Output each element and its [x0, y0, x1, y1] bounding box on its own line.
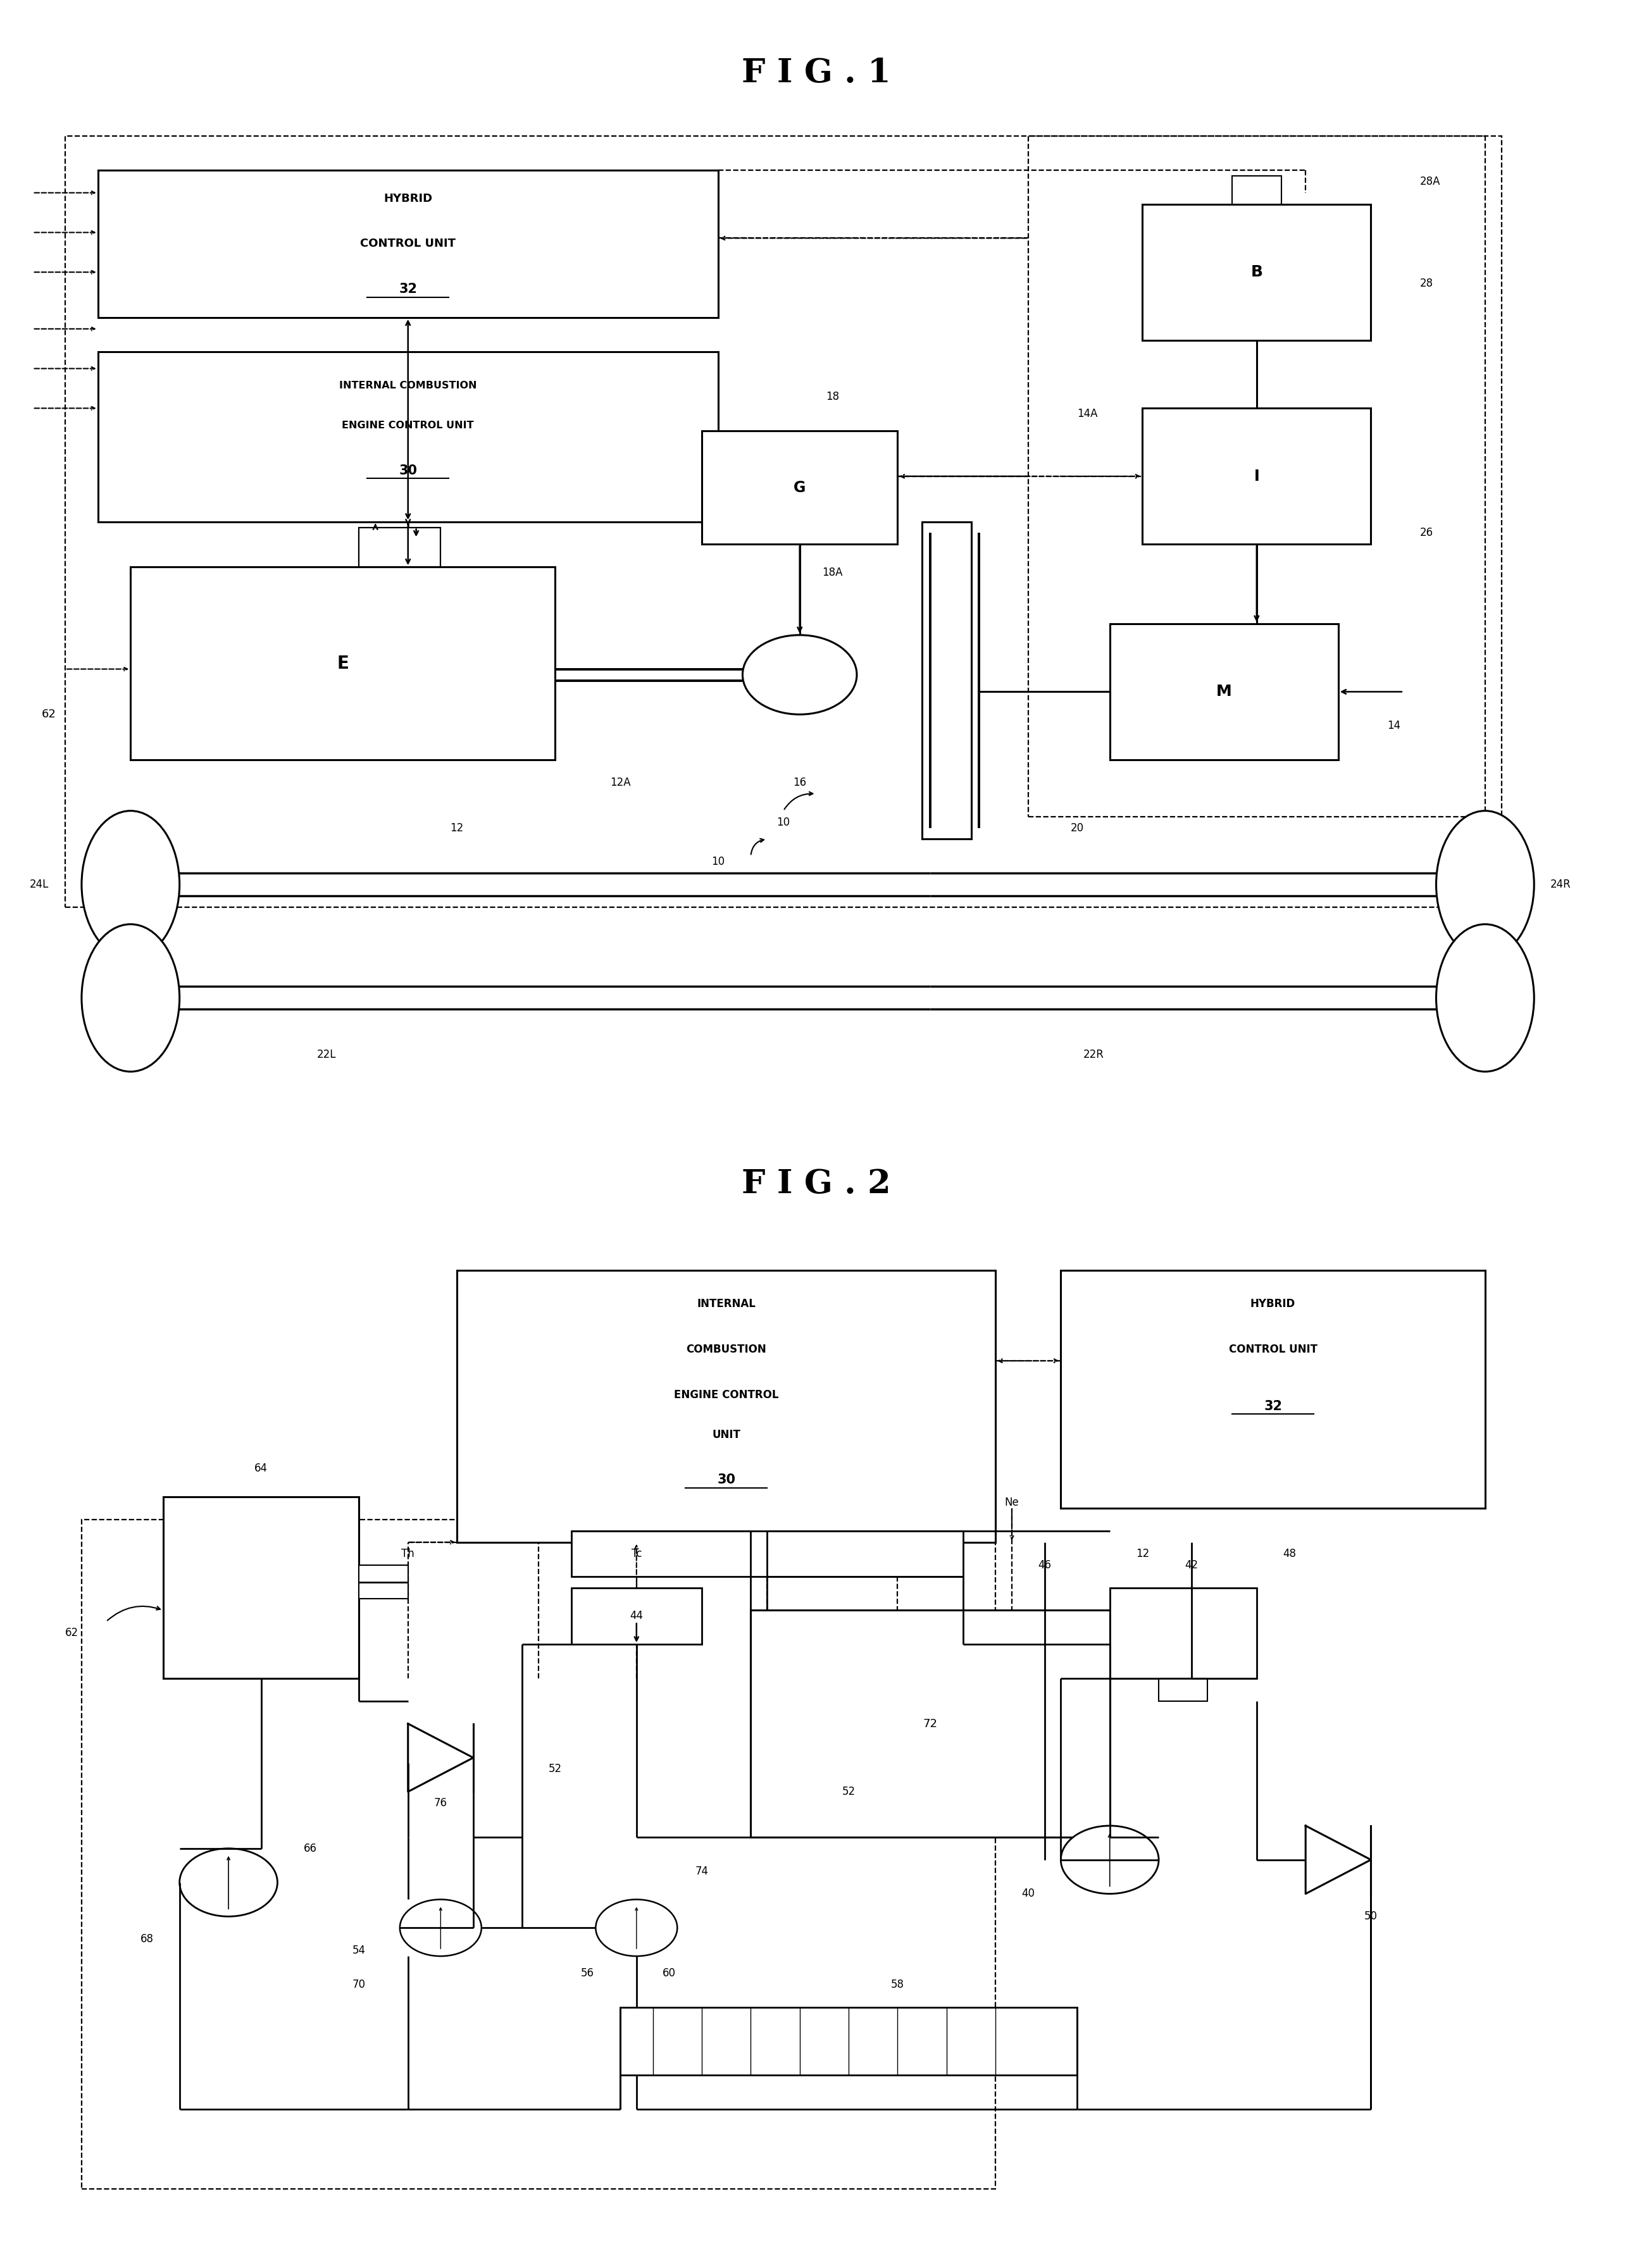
Text: 30: 30	[398, 465, 418, 476]
Bar	[571, 1531, 963, 1576]
Text: 42: 42	[1185, 1558, 1198, 1572]
Circle shape	[1061, 1826, 1159, 1894]
Text: ENGINE CONTROL UNIT: ENGINE CONTROL UNIT	[343, 420, 473, 431]
Text: HYBRID: HYBRID	[384, 193, 432, 204]
Text: 74: 74	[695, 1864, 708, 1878]
Text: 50: 50	[1364, 1910, 1377, 1923]
Circle shape	[596, 1901, 677, 1955]
Text: 48: 48	[1283, 1547, 1296, 1560]
Text: INTERNAL COMBUSTION: INTERNAL COMBUSTION	[339, 381, 477, 390]
Bar	[1142, 204, 1371, 340]
Text: 10: 10	[777, 816, 790, 828]
Bar	[1110, 624, 1338, 760]
Text: 18: 18	[826, 390, 839, 404]
Text: 66: 66	[304, 1842, 317, 1855]
Text: HYBRID: HYBRID	[1250, 1297, 1296, 1311]
Text: ENGINE CONTROL: ENGINE CONTROL	[674, 1388, 778, 1402]
Text: 22L: 22L	[317, 1048, 336, 1061]
Text: 40: 40	[1022, 1887, 1035, 1901]
Text: 14: 14	[1387, 719, 1400, 733]
Text: 10: 10	[712, 855, 725, 869]
Text: 76: 76	[434, 1796, 447, 1810]
Text: 28: 28	[1420, 277, 1433, 290]
Text: 62: 62	[65, 1626, 78, 1640]
Text: 44: 44	[630, 1610, 643, 1622]
Bar	[1110, 1588, 1257, 1678]
Bar	[65, 136, 1501, 907]
Bar	[98, 352, 718, 522]
Text: F I G . 1: F I G . 1	[741, 57, 891, 88]
Text: UNIT: UNIT	[712, 1429, 741, 1440]
Ellipse shape	[1436, 925, 1534, 1073]
Text: 28A: 28A	[1420, 175, 1441, 188]
Text: 70: 70	[353, 1978, 366, 1991]
Bar	[131, 567, 555, 760]
Text: B: B	[1250, 265, 1263, 279]
Bar	[1232, 175, 1281, 204]
Circle shape	[180, 1848, 277, 1916]
Text: 60: 60	[663, 1966, 676, 1980]
Circle shape	[400, 1901, 481, 1955]
Bar	[1142, 408, 1371, 544]
Bar	[751, 1610, 1110, 1837]
Text: 12: 12	[1136, 1547, 1149, 1560]
Text: 12: 12	[450, 821, 463, 835]
Circle shape	[743, 635, 857, 714]
Bar	[163, 1497, 359, 1678]
Text: 14A: 14A	[1077, 408, 1098, 420]
Text: 32: 32	[1263, 1399, 1283, 1413]
Text: 22R: 22R	[1084, 1048, 1103, 1061]
Bar	[359, 526, 441, 567]
Bar	[620, 2007, 1077, 2075]
Ellipse shape	[1436, 812, 1534, 959]
Text: 16: 16	[793, 776, 806, 789]
Text: 52: 52	[842, 1785, 855, 1799]
Text: 62: 62	[42, 708, 55, 721]
Bar	[457, 1270, 996, 1542]
Text: 30: 30	[716, 1474, 736, 1486]
Bar	[359, 1565, 408, 1599]
Text: 26: 26	[1420, 526, 1433, 540]
Text: CONTROL UNIT: CONTROL UNIT	[1229, 1343, 1317, 1356]
Text: 12A: 12A	[610, 776, 630, 789]
Bar	[82, 1520, 996, 2189]
Text: COMBUSTION: COMBUSTION	[685, 1343, 767, 1356]
Text: Ne: Ne	[1005, 1497, 1018, 1508]
Text: 72: 72	[924, 1717, 937, 1730]
Bar	[571, 1588, 702, 1644]
Text: 32: 32	[398, 284, 418, 295]
Text: 58: 58	[891, 1978, 904, 1991]
Text: INTERNAL: INTERNAL	[697, 1297, 756, 1311]
Text: 18A: 18A	[823, 567, 842, 578]
Bar	[922, 522, 971, 839]
Text: 52: 52	[548, 1762, 561, 1776]
Text: 20: 20	[1071, 821, 1084, 835]
Text: Th: Th	[401, 1547, 415, 1560]
Bar	[98, 170, 718, 318]
Text: G: G	[793, 481, 806, 494]
Bar	[702, 431, 898, 544]
Text: F I G . 2: F I G . 2	[741, 1168, 891, 1200]
Text: 68: 68	[140, 1932, 153, 1946]
Text: 64: 64	[255, 1463, 268, 1474]
Text: Tc: Tc	[632, 1547, 641, 1560]
Text: E: E	[336, 655, 349, 671]
Bar	[1061, 1270, 1485, 1508]
Text: 24L: 24L	[29, 878, 49, 891]
Bar	[1159, 1678, 1208, 1701]
Text: 24R: 24R	[1550, 878, 1572, 891]
Ellipse shape	[82, 812, 180, 959]
Bar	[1028, 136, 1485, 816]
Text: 46: 46	[1038, 1558, 1051, 1572]
Text: 54: 54	[353, 1944, 366, 1957]
Text: I: I	[1253, 469, 1260, 483]
Ellipse shape	[82, 925, 180, 1073]
Text: CONTROL UNIT: CONTROL UNIT	[361, 238, 455, 249]
Text: 56: 56	[581, 1966, 594, 1980]
Text: M: M	[1216, 685, 1232, 699]
